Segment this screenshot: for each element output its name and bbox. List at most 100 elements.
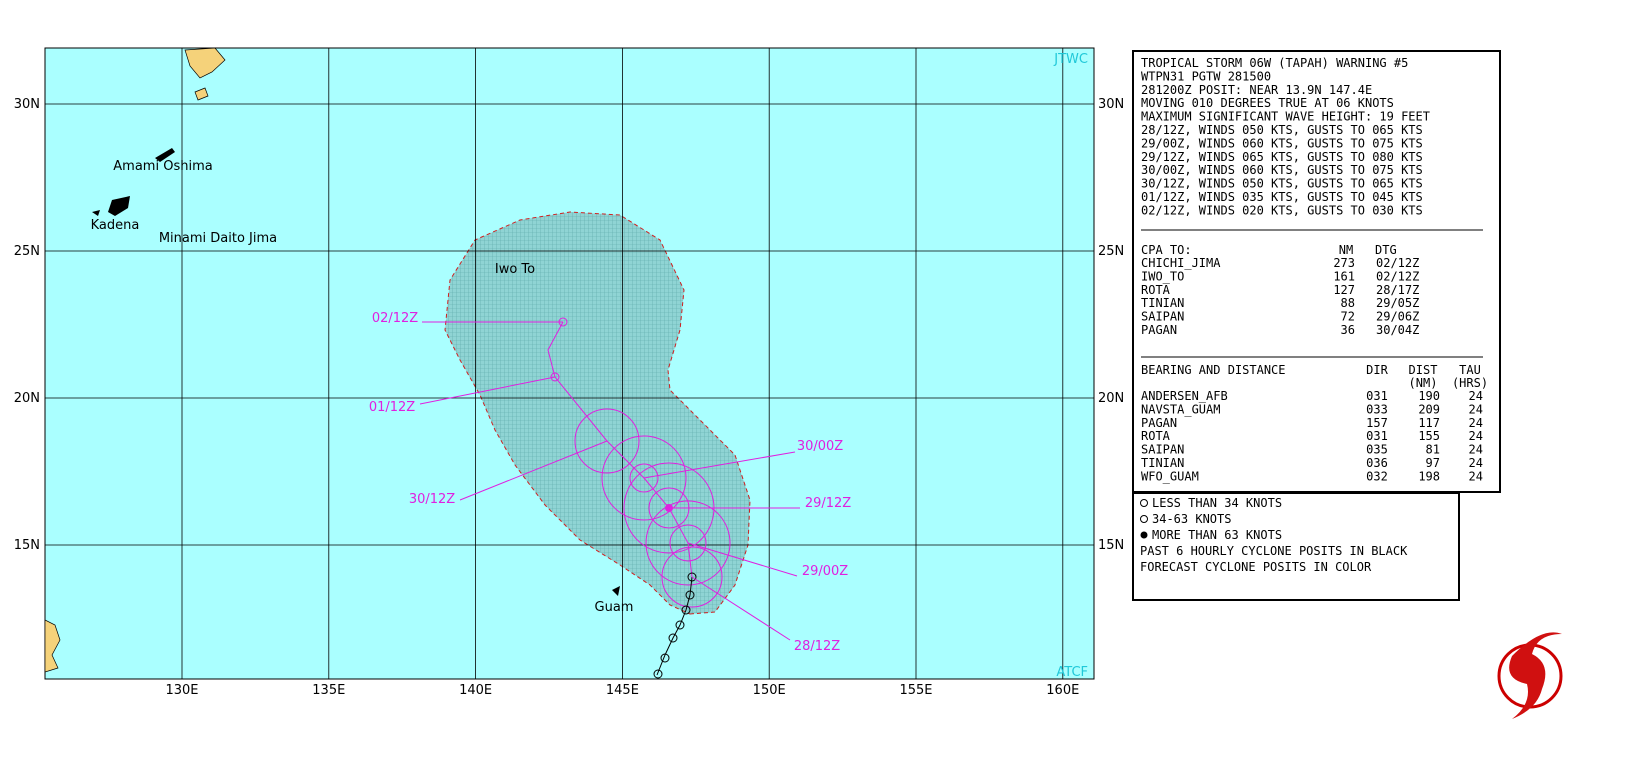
posit [687, 572, 697, 582]
radius [601, 435, 687, 521]
lon-label: 135E [312, 683, 345, 698]
cell: 036 [1366, 456, 1388, 470]
cell: TINIAN [1141, 296, 1184, 310]
cell: CPA TO: [1141, 243, 1192, 257]
warning-line: 281200Z POSIT: NEAR 13.9N 147.4E [1141, 83, 1372, 97]
past-track [653, 572, 697, 679]
corner-label: ATCF [1056, 665, 1088, 680]
cell: 24 [1469, 456, 1483, 470]
cell: 30/04Z [1376, 323, 1419, 337]
cell: 24 [1469, 469, 1483, 483]
warning-line: 30/12Z, WINDS 050 KTS, GUSTS TO 065 KTS [1141, 177, 1423, 191]
forecast-label: 28/12Z [794, 639, 840, 654]
cell: 032 [1366, 469, 1388, 483]
lat-label: 20N [1098, 391, 1124, 406]
warning-line: 28/12Z, WINDS 050 KTS, GUSTS TO 065 KTS [1141, 123, 1423, 137]
cell: ANDERSEN_AFB [1141, 389, 1228, 403]
logo-swirl [1509, 632, 1562, 719]
forecast-track [547, 321, 693, 578]
cell: 97 [1426, 456, 1440, 470]
corner-label: JTWC [1053, 52, 1088, 67]
lat-label: 20N [14, 391, 40, 406]
cell: (HRS) [1452, 376, 1488, 390]
cell: PAGAN [1141, 323, 1177, 337]
label-leaders [419, 321, 800, 641]
legend-line: FORECAST CYCLONE POSITS IN COLOR [1140, 560, 1372, 574]
cell: 29/05Z [1376, 296, 1419, 310]
posit [668, 633, 678, 643]
posit [681, 605, 691, 615]
lon-label: 155E [899, 683, 932, 698]
warning-line: 01/12Z, WINDS 035 KTS, GUSTS TO 045 KTS [1141, 190, 1423, 204]
cell: DTG [1375, 243, 1397, 257]
posit [550, 372, 560, 382]
lat-label: 25N [14, 244, 40, 259]
cell: 02/12Z [1376, 269, 1419, 283]
cell: SAIPAN [1141, 310, 1184, 324]
land [184, 48, 226, 101]
cell: ROTA [1141, 429, 1171, 443]
warning-line: MAXIMUM SIGNIFICANT WAVE HEIGHT: 19 FEET [1141, 110, 1430, 124]
legend-symbol [1140, 499, 1148, 507]
lon-label: 150E [753, 683, 786, 698]
lon-label: 130E [165, 683, 198, 698]
cell: 161 [1333, 269, 1355, 283]
warning-line: 30/00Z, WINDS 060 KTS, GUSTS TO 075 KTS [1141, 163, 1423, 177]
cell: 273 [1333, 256, 1355, 270]
leader [419, 376, 556, 405]
legend-line: MORE THAN 63 KNOTS [1152, 528, 1282, 542]
cell: 28/17Z [1376, 283, 1419, 297]
cell: 117 [1418, 416, 1440, 430]
cell: CHICHI_JIMA [1141, 256, 1221, 270]
place-name: Guam [595, 600, 634, 615]
cell: 36 [1341, 323, 1355, 337]
warning-line: TROPICAL STORM 06W (TAPAH) WARNING #5 [1141, 56, 1408, 70]
lon-label: 160E [1046, 683, 1079, 698]
cell: NM [1339, 243, 1353, 257]
forecast-label: 01/12Z [369, 400, 415, 415]
cell: TAU [1459, 363, 1481, 377]
cell: DIR [1366, 363, 1388, 377]
cell: 190 [1418, 389, 1440, 403]
place-name: Amami Oshima [113, 159, 212, 174]
forecast-label: 30/00Z [797, 439, 843, 454]
map-layer [45, 48, 1094, 679]
legend-symbol [1140, 515, 1148, 523]
cell: 29/06Z [1376, 310, 1419, 324]
lon-label: 145E [606, 683, 639, 698]
cell: (NM) [1409, 376, 1438, 390]
lat-label: 15N [14, 538, 40, 553]
cell: DIST [1409, 363, 1438, 377]
cell: BEARING AND DISTANCE [1141, 363, 1286, 377]
cell: 155 [1418, 429, 1440, 443]
cell: ROTA [1141, 283, 1171, 297]
cell: 24 [1469, 443, 1483, 457]
leader [459, 440, 608, 501]
posit [675, 620, 685, 630]
danger-area [444, 211, 751, 615]
forecast-label: 02/12Z [372, 311, 418, 326]
cell: 81 [1426, 443, 1440, 457]
posit [685, 590, 695, 600]
cell: 24 [1469, 416, 1483, 430]
cell: WFO_GUAM [1141, 469, 1199, 483]
radius [574, 408, 640, 474]
cell: PAGAN [1141, 416, 1177, 430]
cell: 24 [1469, 429, 1483, 443]
cell: 24 [1469, 389, 1483, 403]
place-name: Minami Daito Jima [159, 231, 277, 246]
place-name: Iwo To [495, 262, 535, 277]
legend-symbol [1140, 531, 1148, 539]
cell: 02/12Z [1376, 256, 1419, 270]
warning-line: WTPN31 PGTW 281500 [1141, 69, 1271, 83]
posit [653, 669, 663, 679]
cell: 24 [1469, 402, 1483, 416]
legend-line: 34-63 KNOTS [1152, 512, 1231, 526]
info-box [1132, 50, 1501, 493]
track-line [656, 576, 693, 676]
land [45, 619, 61, 673]
lon-label: 140E [459, 683, 492, 698]
cell: TINIAN [1141, 456, 1184, 470]
cell: 88 [1341, 296, 1355, 310]
